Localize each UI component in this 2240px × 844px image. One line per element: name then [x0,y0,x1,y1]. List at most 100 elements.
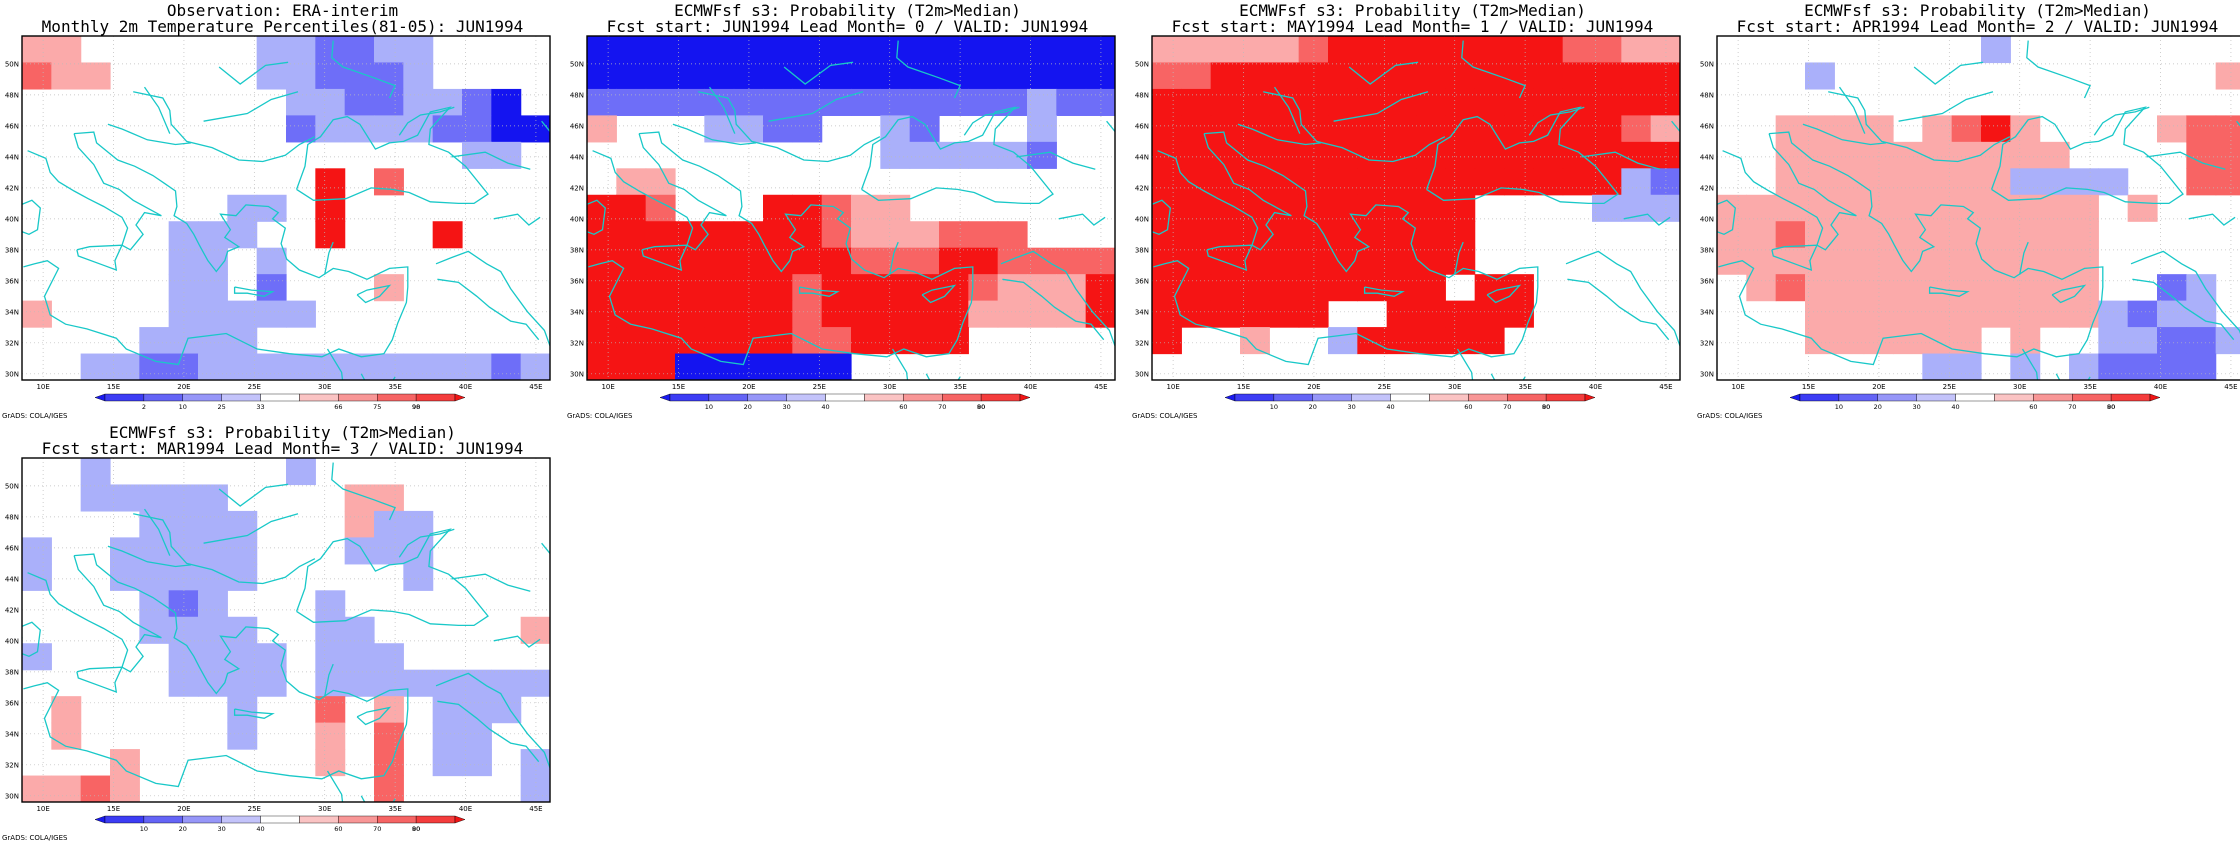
map-plot-area [22,458,550,802]
grid-cell [315,115,346,143]
grid-cell [227,327,258,355]
longitude-label: 15E [107,805,120,813]
grid-cell [587,221,617,249]
grid-cell [968,221,999,249]
coastline [798,286,840,297]
coastline [549,156,550,158]
longitude-label: 25E [248,383,261,391]
grid-cell [1152,115,1182,143]
grid-cell [432,669,463,697]
coastline [1363,286,1405,297]
map-frame [21,35,551,381]
grid-cell [1863,274,1894,302]
coastline [1717,199,1736,236]
coastline [76,666,124,693]
grid-cell [1240,115,1270,143]
legend-tick-label: 60 [334,825,342,833]
grid-cell [374,88,404,116]
coastline [592,133,727,251]
grid-cell [1621,168,1652,196]
coastline [541,542,550,555]
panel-title: ECMWFsf s3: Probability (T2m>Median) [1239,1,1586,20]
grid-cell [1504,88,1534,116]
legend-tick-label: 10 [1835,403,1843,411]
legend-swatch [980,393,1021,402]
grid-cell [1533,115,1564,143]
grid-cell [909,88,940,116]
grid-cell [997,88,1028,116]
legend-swatch [942,393,982,402]
grid-cell [227,221,258,249]
grid-cell [2069,221,2099,249]
grid-cell [432,696,463,724]
latitude-label: 48N [570,91,584,99]
grid-cell [675,88,705,116]
longitude-label: 10E [36,383,49,391]
grid-cell [1834,327,1865,355]
latitude-label: 32N [5,761,19,769]
latitude-label: 34N [5,308,19,316]
grid-cell [198,510,228,538]
grid-cell [792,88,823,116]
grid-cell [374,510,404,538]
grid-cell [286,115,316,143]
latitude-label: 46N [1135,122,1149,130]
grid-cell [1805,115,1835,143]
grid-cell [403,36,434,64]
legend-tick-label: 70 [938,403,946,411]
grid-cell [110,353,140,380]
grid-cell [880,36,911,64]
legend-tick-label: 75 [373,403,381,411]
legend-arrow-high [454,393,466,402]
grid-cell [1210,247,1241,275]
grid-cell [22,775,52,802]
latitude-label: 30N [1700,370,1714,378]
grid-cell [344,643,375,671]
legend-swatch [1234,393,1275,402]
coastline [324,663,334,697]
grid-cell [1445,300,1476,328]
grid-cell [1533,168,1564,196]
coastline [896,40,961,99]
grid-cell [520,775,550,802]
grid-cell [792,115,823,143]
longitude-label: 45E [1094,383,1107,391]
longitude-label: 15E [107,383,120,391]
grid-cell [733,300,764,328]
grid-cell [315,353,346,380]
grid-cell [704,353,735,380]
grid-cell [432,749,463,777]
legend-tick-label: 60 [1464,403,1472,411]
grid-cell [1027,88,1057,116]
longitude-label: 25E [248,805,261,813]
latitude-label: 30N [5,792,19,800]
grid-cell [344,353,375,380]
grid-cell [1834,168,1865,196]
coastline [963,106,1020,136]
grid-cell [851,36,881,64]
grid-cell [880,115,911,143]
coastline [331,462,396,521]
legend-swatch [104,393,145,402]
grid-cell [1210,300,1241,328]
grid-cell [168,353,199,380]
grid-cell [1805,327,1835,355]
legend-swatch [338,815,378,824]
grid-cell [2127,300,2158,328]
grid-cell [1328,274,1358,302]
grid-cell [1416,300,1446,328]
longitude-label: 20E [742,383,755,391]
grid-cell [1027,115,1057,143]
grid-cell [1152,168,1182,196]
grads-credit: GrADS: COLA/IGES [1697,412,1763,420]
grid-cell [704,247,735,275]
coastline [1565,250,1680,347]
grid-cell [198,563,228,591]
grid-cell [880,221,911,249]
grid-cell [1027,62,1057,90]
grid-cell [110,775,140,802]
panel-subtitle: Fcst start: MAY1994 Lead Month= 1 / VALI… [1171,17,1654,36]
panel-forecast-lead-1: ECMWFsf s3: Probability (T2m>Median) Fcs… [1130,0,1695,422]
grid-cell [1269,221,1300,249]
panel-subtitle: Fcst start: JUN1994 Lead Month= 0 / VALI… [606,17,1089,36]
